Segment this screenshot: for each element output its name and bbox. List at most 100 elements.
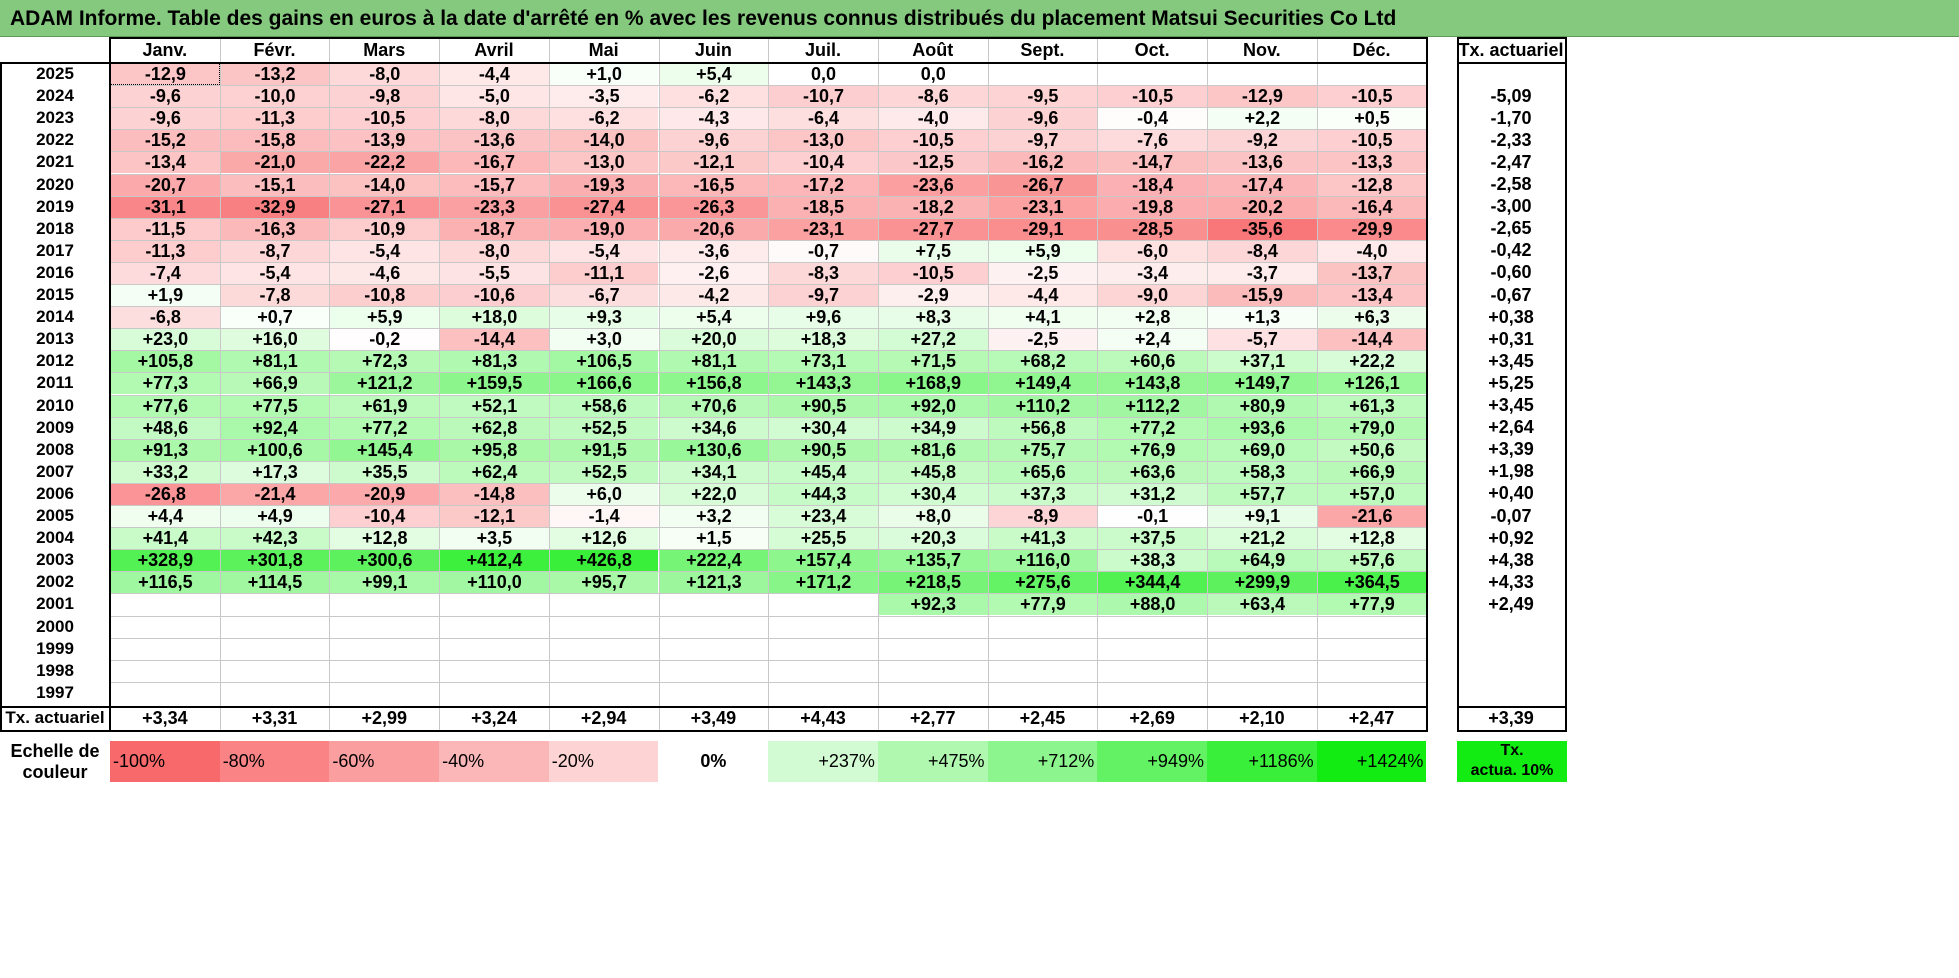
table-cell: +5,4 [659, 64, 769, 86]
table-cell: -9,6 [659, 130, 769, 152]
footer-cell: +2,94 [580, 707, 627, 728]
table-cell: +426,8 [549, 550, 659, 572]
table-cell: -0,1 [1098, 506, 1207, 528]
footer-cell: +4,43 [800, 707, 846, 728]
footer-cell: +3,49 [690, 707, 737, 728]
grid-line [110, 328, 1427, 330]
table-cell: +75,7 [988, 439, 1098, 461]
table-cell: -8,7 [220, 240, 330, 262]
table-cell: +92,4 [220, 417, 330, 439]
table-cell: -12,8 [1317, 174, 1427, 196]
table-cell: -12,9 [1208, 86, 1317, 108]
table-cell: +121,2 [330, 373, 440, 395]
table-cell: +18,0 [440, 307, 549, 329]
table-cell: +73,1 [769, 351, 878, 373]
table-cell: +70,6 [659, 395, 769, 417]
table-cell [440, 660, 549, 682]
table-cell: -16,4 [1317, 196, 1427, 218]
grid-line [110, 173, 1427, 175]
table-cell: +37,3 [988, 483, 1098, 505]
table-border [1565, 37, 1567, 732]
table-cell [659, 616, 769, 638]
table-cell: +30,4 [878, 483, 988, 505]
table-cell: -13,7 [1317, 262, 1427, 284]
table-cell: -10,5 [1317, 86, 1427, 108]
table-cell: +328,9 [111, 550, 220, 572]
table-cell: -2,9 [878, 285, 988, 307]
table-cell: -16,3 [220, 218, 330, 240]
table-cell: +90,5 [769, 439, 878, 461]
table-cell: +68,2 [988, 351, 1098, 373]
grid-line [110, 107, 1427, 109]
table-cell: +218,5 [878, 572, 988, 594]
table-cell: -13,0 [549, 152, 659, 174]
table-border [0, 730, 1427, 732]
table-cell: +76,9 [1098, 439, 1207, 461]
grid-line [110, 284, 1427, 285]
table-cell: -4,0 [878, 108, 988, 130]
table-border [1457, 62, 1565, 64]
grid-line [110, 527, 1427, 529]
rate-cell: +5,25 [1488, 372, 1534, 393]
table-cell: +1,0 [549, 64, 659, 86]
grid-line [439, 37, 441, 730]
scale-swatch: +1186% [1207, 741, 1317, 782]
rate-cell: -2,33 [1490, 129, 1532, 150]
table-cell: -10,9 [330, 218, 440, 240]
table-cell: +171,2 [769, 572, 878, 594]
table-cell [549, 638, 659, 660]
grid-line [1316, 37, 1318, 730]
table-cell: -4,4 [988, 285, 1098, 307]
table-border [0, 62, 2, 732]
table-cell: -11,3 [111, 240, 220, 262]
scale-label: Echelle de couleur [0, 741, 110, 782]
rate-cell [1457, 682, 1565, 704]
table-cell [440, 616, 549, 638]
table-cell [659, 594, 769, 616]
table-cell: -18,5 [769, 196, 878, 218]
table-cell: -12,1 [659, 152, 769, 174]
table-border [1457, 706, 1565, 708]
table-cell [769, 682, 878, 704]
grid-line [329, 37, 331, 730]
year-label: 2021 [36, 152, 74, 172]
table-cell [769, 594, 878, 616]
table-cell: +23,4 [769, 506, 878, 528]
rate-cell [1457, 638, 1565, 660]
table-cell: +110,0 [440, 572, 549, 594]
month-header: Juil. [805, 39, 842, 60]
table-cell: -10,5 [1317, 130, 1427, 152]
grid-line [110, 571, 1427, 573]
table-cell [878, 616, 988, 638]
table-cell: +3,5 [440, 528, 549, 550]
table-cell: +58,3 [1208, 461, 1317, 483]
grid-line [658, 37, 660, 730]
table-cell: +62,8 [440, 417, 549, 439]
table-cell: -9,6 [988, 108, 1098, 130]
table-cell: -20,2 [1208, 196, 1317, 218]
table-cell: +2,4 [1098, 329, 1207, 351]
table-cell: -11,3 [220, 108, 330, 130]
month-header: Sept. [1020, 39, 1065, 60]
table-cell: +45,4 [769, 461, 878, 483]
table-cell: -14,4 [440, 329, 549, 351]
table-cell: -10,0 [220, 86, 330, 108]
table-cell [330, 616, 440, 638]
rate-cell: -2,47 [1490, 151, 1532, 172]
page-title: ADAM Informe. Table des gains en euros à… [0, 0, 1959, 37]
table-cell: +25,5 [769, 528, 878, 550]
table-cell: +159,5 [440, 373, 549, 395]
scale-label-line1: Echelle de [10, 741, 100, 761]
grid-line [110, 615, 1427, 617]
table-cell: +34,6 [659, 417, 769, 439]
month-header: Avril [474, 39, 514, 60]
table-cell [440, 682, 549, 704]
table-cell [1317, 638, 1427, 660]
month-header: Août [912, 39, 954, 60]
table-cell: +61,9 [330, 395, 440, 417]
rate-cell: +1,98 [1488, 461, 1534, 482]
table-cell: -6,2 [659, 86, 769, 108]
rate-cell: +2,49 [1488, 593, 1534, 614]
table-cell: +95,8 [440, 439, 549, 461]
rate-cell: +3,45 [1488, 350, 1534, 371]
